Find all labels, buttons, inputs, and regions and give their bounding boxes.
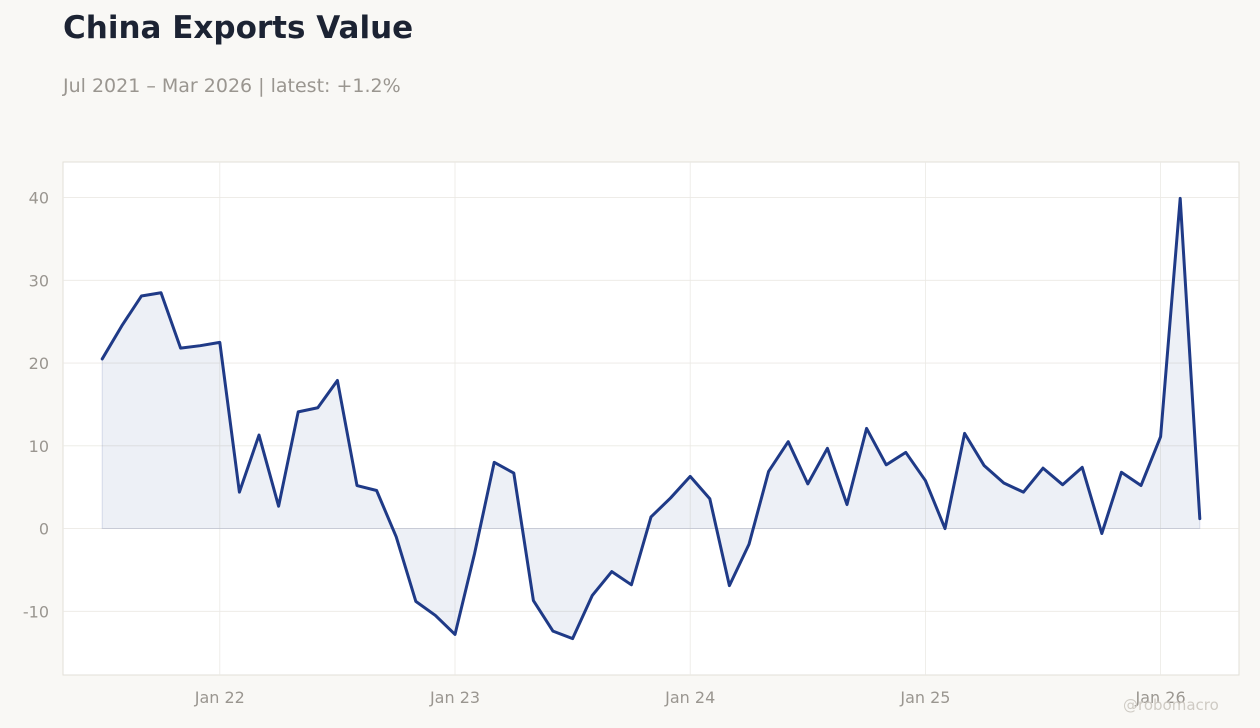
data-point <box>630 583 633 586</box>
data-point <box>532 599 535 602</box>
grid-lines <box>63 162 1239 675</box>
x-tick-label: Jan 25 <box>899 688 950 707</box>
data-point <box>199 344 202 347</box>
data-point <box>395 535 398 538</box>
data-point <box>160 291 163 294</box>
data-point <box>454 633 457 636</box>
data-point <box>983 464 986 467</box>
data-point <box>101 357 104 360</box>
x-tick-label: Jan 24 <box>664 688 715 707</box>
data-point <box>1061 483 1064 486</box>
y-tick-label: 10 <box>29 437 49 456</box>
data-point <box>767 470 770 473</box>
data-point <box>512 472 515 475</box>
data-point <box>669 496 672 499</box>
data-point <box>748 543 751 546</box>
data-point <box>885 463 888 466</box>
data-point <box>1140 484 1143 487</box>
x-tick-label: Jan 23 <box>429 688 480 707</box>
data-point <box>375 489 378 492</box>
data-point <box>924 479 927 482</box>
data-point <box>728 584 731 587</box>
series-line <box>100 196 1202 641</box>
y-tick-label: 40 <box>29 189 49 208</box>
data-point <box>1081 466 1084 469</box>
data-point <box>571 637 574 640</box>
data-point <box>944 527 947 530</box>
data-point <box>316 406 319 409</box>
data-point <box>1179 197 1182 200</box>
data-point <box>1002 482 1005 485</box>
data-point <box>218 341 221 344</box>
data-point <box>963 432 966 435</box>
data-point <box>865 427 868 430</box>
data-point <box>1120 471 1123 474</box>
x-tick-label: Jan 26 <box>1135 688 1186 707</box>
data-point <box>1198 517 1201 520</box>
data-point <box>1042 467 1045 470</box>
data-point <box>591 594 594 597</box>
data-point <box>473 552 476 555</box>
data-point <box>689 475 692 478</box>
data-point <box>610 570 613 573</box>
data-point <box>1100 532 1103 535</box>
y-tick-label: 20 <box>29 354 49 373</box>
x-tick-label: Jan 22 <box>194 688 245 707</box>
y-tick-label: 0 <box>39 520 49 539</box>
axis-ticks: -10 0 10 20 30 40 Jan 22 Jan 23 Jan 24 Jan 25 Jan … <box>23 189 1186 707</box>
data-point <box>650 515 653 518</box>
data-point <box>414 600 417 603</box>
data-point <box>493 461 496 464</box>
data-point <box>826 447 829 450</box>
data-point <box>434 614 437 617</box>
data-point <box>277 505 280 508</box>
data-point <box>806 482 809 485</box>
data-point <box>904 451 907 454</box>
watermark: @robomacro <box>1123 696 1219 714</box>
chart-title: China Exports Value <box>63 10 414 46</box>
data-point <box>258 434 261 437</box>
data-point <box>846 503 849 506</box>
y-tick-label: 30 <box>29 271 49 290</box>
data-point <box>708 497 711 500</box>
data-point <box>356 484 359 487</box>
plot-area <box>62 161 1240 676</box>
data-point <box>1159 435 1162 438</box>
data-point <box>1022 491 1025 494</box>
data-point <box>787 440 790 443</box>
data-point <box>120 324 123 327</box>
data-point <box>179 347 182 350</box>
data-point <box>238 491 241 494</box>
chart-subtitle: Jul 2021 – Mar 2026 | latest: +1.2% <box>63 75 401 97</box>
data-point <box>140 295 143 298</box>
data-point <box>297 410 300 413</box>
y-tick-label: -10 <box>23 602 49 621</box>
area-layer <box>100 196 1202 641</box>
data-point <box>552 630 555 633</box>
data-point <box>336 379 339 382</box>
